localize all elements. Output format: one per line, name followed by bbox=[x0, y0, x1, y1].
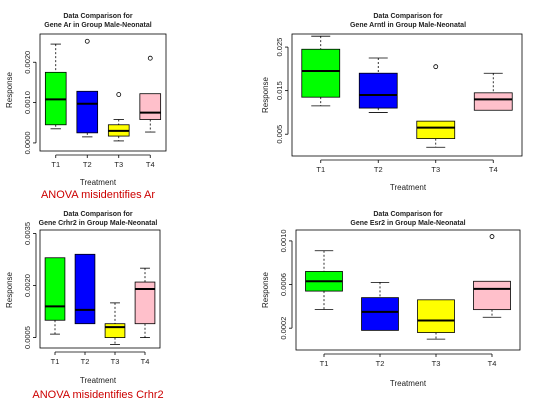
panel-crhr2-annotation: ANOVA misidentifies Crhr2 bbox=[32, 389, 163, 401]
panel-arntl-xlabel: Treatment bbox=[390, 183, 427, 192]
y-tick-label: 0.0000 bbox=[23, 131, 32, 154]
box-body bbox=[139, 93, 162, 120]
box-t3 bbox=[417, 299, 455, 340]
x-tick-label: T3 bbox=[111, 357, 120, 366]
box-body bbox=[416, 120, 456, 139]
x-tick-label: T1 bbox=[320, 359, 329, 368]
box-t1 bbox=[44, 43, 67, 130]
panel-crhr2-ylabel: Response bbox=[5, 271, 14, 308]
box-t2 bbox=[74, 253, 96, 325]
panel-ar-xlabel: Treatment bbox=[80, 178, 117, 187]
plot-arntl: 0.005 0.015 0.025 T1 T2 T3 T4 bbox=[275, 33, 523, 174]
y-tick-label: 0.0020 bbox=[23, 51, 32, 74]
panel-ar-subtitle: Gene Ar in Group Male-Neonatal bbox=[44, 22, 152, 29]
panel-arntl-subtitle: Gene Arntl in Group Male-Neonatal bbox=[350, 22, 466, 29]
box-body bbox=[44, 257, 66, 321]
box-body bbox=[473, 280, 511, 311]
x-tick-label: T1 bbox=[51, 160, 60, 169]
box-body bbox=[301, 48, 341, 98]
plot-esr2: 0.0002 0.0006 0.0010 T1 T2 T3 T4 bbox=[279, 229, 521, 368]
box-t4 bbox=[473, 72, 513, 111]
outlier-point bbox=[84, 38, 90, 44]
y-tick-label: 0.0006 bbox=[279, 273, 288, 296]
plot-frame bbox=[295, 229, 521, 351]
y-tick-label: 0.0002 bbox=[279, 317, 288, 340]
panel-esr2-title: Data Comparison for bbox=[373, 211, 443, 218]
panel-ar-annotation: ANOVA misidentifies Ar bbox=[41, 189, 155, 201]
box-t4 bbox=[134, 267, 156, 338]
y-tick-label: 0.0020 bbox=[23, 274, 32, 297]
x-tick-label: T3 bbox=[432, 359, 441, 368]
panel-esr2-ylabel: Response bbox=[261, 271, 270, 308]
x-tick-label: T1 bbox=[316, 165, 325, 174]
panel-arntl-title: Data Comparison for bbox=[373, 13, 443, 20]
panel-crhr2-subtitle: Gene Crhr2 in Group Male-Neonatal bbox=[39, 220, 158, 227]
panel-arntl-ylabel: Response bbox=[261, 76, 270, 113]
plot-crhr2: 0.0005 0.0020 0.0035 T1 T2 T3 T4 bbox=[23, 222, 161, 366]
outlier-point bbox=[433, 64, 439, 70]
y-tick-label: 0.0035 bbox=[23, 222, 32, 245]
x-tick-label: T2 bbox=[83, 160, 92, 169]
plot-frame bbox=[39, 33, 167, 152]
outlier-point bbox=[489, 234, 495, 239]
outlier-point bbox=[116, 92, 122, 97]
plot-areas: 0.0000 0.0010 0.0020 T1 T2 T3 T4 0.005 0.015 0.02… bbox=[23, 33, 523, 368]
y-tick-label: 0.0010 bbox=[279, 229, 288, 252]
box-t3 bbox=[104, 302, 126, 345]
x-tick-label: T3 bbox=[114, 160, 123, 169]
plot-frame bbox=[39, 229, 161, 349]
x-tick-label: T4 bbox=[488, 359, 497, 368]
x-tick-label: T1 bbox=[51, 357, 60, 366]
box-t2 bbox=[76, 38, 99, 138]
panel-arntl: Data Comparison for Gene Arntl in Group … bbox=[261, 13, 466, 192]
x-tick-label: T2 bbox=[374, 165, 383, 174]
panel-crhr2-title: Data Comparison for bbox=[63, 211, 133, 218]
x-tick-label: T4 bbox=[489, 165, 498, 174]
box-body bbox=[104, 323, 126, 338]
box-t2 bbox=[358, 57, 398, 113]
box-body bbox=[134, 281, 156, 325]
box-body bbox=[417, 299, 455, 333]
y-tick-label: 0.025 bbox=[275, 38, 284, 57]
box-t1 bbox=[305, 250, 343, 311]
box-t4 bbox=[473, 234, 511, 318]
plot-ar: 0.0000 0.0010 0.0020 T1 T2 T3 T4 bbox=[23, 33, 167, 169]
panel-ar-title: Data Comparison for bbox=[63, 13, 133, 20]
panel-ar-ylabel: Response bbox=[5, 71, 14, 108]
panel-esr2: Data Comparison for Gene Esr2 in Group M… bbox=[261, 211, 466, 388]
box-t3 bbox=[107, 92, 130, 142]
outlier-point bbox=[147, 55, 153, 61]
box-t1 bbox=[44, 257, 66, 335]
y-tick-label: 0.0005 bbox=[23, 326, 32, 349]
box-body bbox=[358, 72, 398, 109]
y-tick-label: 0.005 bbox=[275, 125, 284, 144]
x-tick-label: T3 bbox=[431, 165, 440, 174]
y-tick-label: 0.015 bbox=[275, 81, 284, 100]
panel-esr2-xlabel: Treatment bbox=[390, 379, 427, 388]
panel-crhr2-xlabel: Treatment bbox=[80, 376, 117, 385]
box-body bbox=[361, 297, 399, 331]
box-body bbox=[74, 253, 96, 325]
box-t2 bbox=[361, 281, 399, 331]
box-t4 bbox=[139, 55, 162, 133]
box-t1 bbox=[301, 35, 341, 107]
panel-esr2-subtitle: Gene Esr2 in Group Male-Neonatal bbox=[350, 220, 465, 227]
x-tick-label: T2 bbox=[376, 359, 385, 368]
box-body bbox=[76, 90, 99, 134]
panel-ar: Data Comparison for Gene Ar in Group Mal… bbox=[5, 13, 155, 201]
panel-crhr2: Data Comparison for Gene Crhr2 in Group … bbox=[5, 211, 164, 401]
y-tick-label: 0.0010 bbox=[23, 91, 32, 114]
x-tick-label: T4 bbox=[141, 357, 150, 366]
box-body bbox=[473, 92, 513, 111]
box-t3 bbox=[416, 64, 456, 148]
x-tick-label: T4 bbox=[146, 160, 155, 169]
plot-frame bbox=[291, 33, 523, 157]
x-tick-label: T2 bbox=[81, 357, 90, 366]
